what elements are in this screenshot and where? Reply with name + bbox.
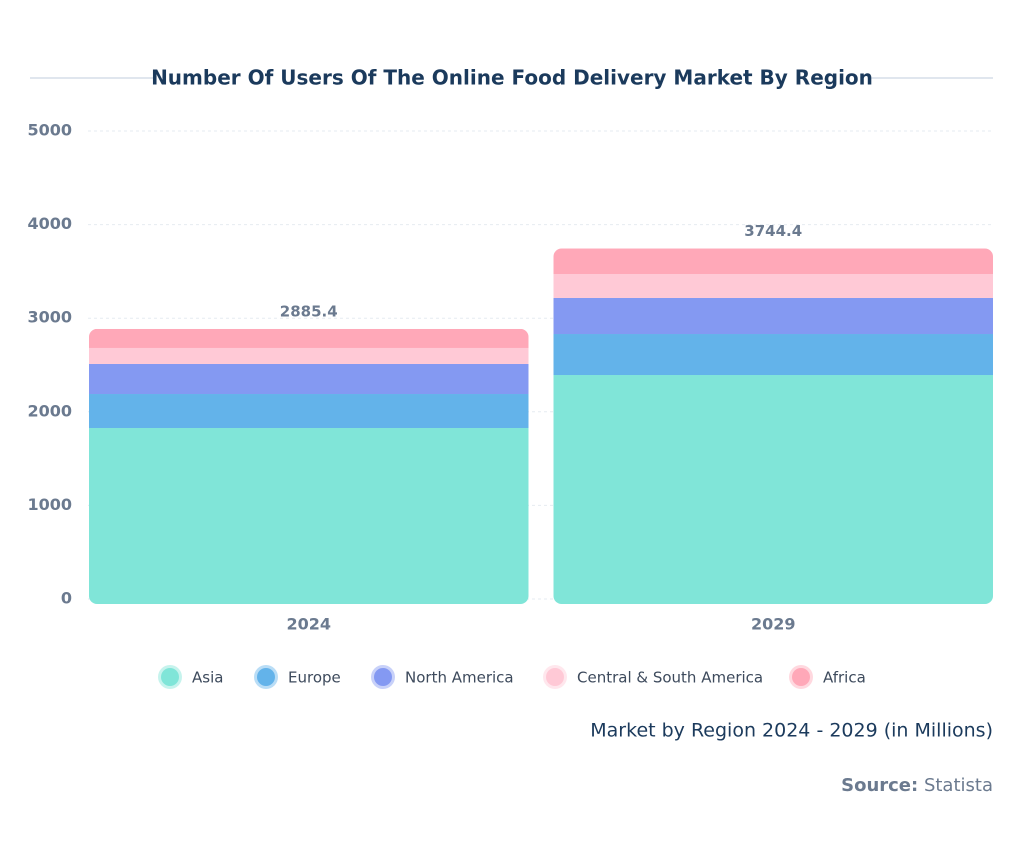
bar-segment [553,334,993,376]
y-tick-label: 1000 [27,495,72,514]
x-tick-label: 2024 [286,615,331,634]
y-tick-label: 4000 [27,214,72,233]
bar-segment [89,427,529,604]
legend-label: Asia [192,669,223,687]
legend-label: North America [405,669,514,687]
total-label: 3744.4 [744,222,802,240]
y-tick-label: 5000 [27,121,72,140]
legend-label: Central & South America [577,669,763,687]
y-tick-label: 2000 [27,401,72,420]
bar-segment [553,297,993,335]
legend-swatch [161,668,179,686]
subtitle: Market by Region 2024 - 2029 (in Million… [590,720,993,742]
bar-segment [553,375,993,604]
chart-title: Number Of Users Of The Online Food Deliv… [151,66,873,90]
legend-label: Africa [823,669,866,687]
bar-segment [89,347,529,364]
legend-swatch [792,668,810,686]
total-label: 2885.4 [280,302,338,320]
bar-segment [89,328,529,348]
source-name: Statista [924,775,993,796]
source-label: Source: [841,775,918,796]
x-tick-label: 2029 [751,615,796,634]
legend-swatch [546,668,564,686]
y-tick-label: 3000 [27,308,72,327]
legend-swatch [374,668,392,686]
bar-segment [553,248,993,275]
legend-label: Europe [288,669,341,687]
source: Source: Statista [841,775,993,796]
bar-segment [89,363,529,395]
bar-group [553,248,993,604]
bar-segment [89,394,529,428]
y-tick-label: 0 [61,589,72,608]
bar-group [89,328,529,604]
legend-swatch [257,668,275,686]
bar-segment [553,274,993,298]
